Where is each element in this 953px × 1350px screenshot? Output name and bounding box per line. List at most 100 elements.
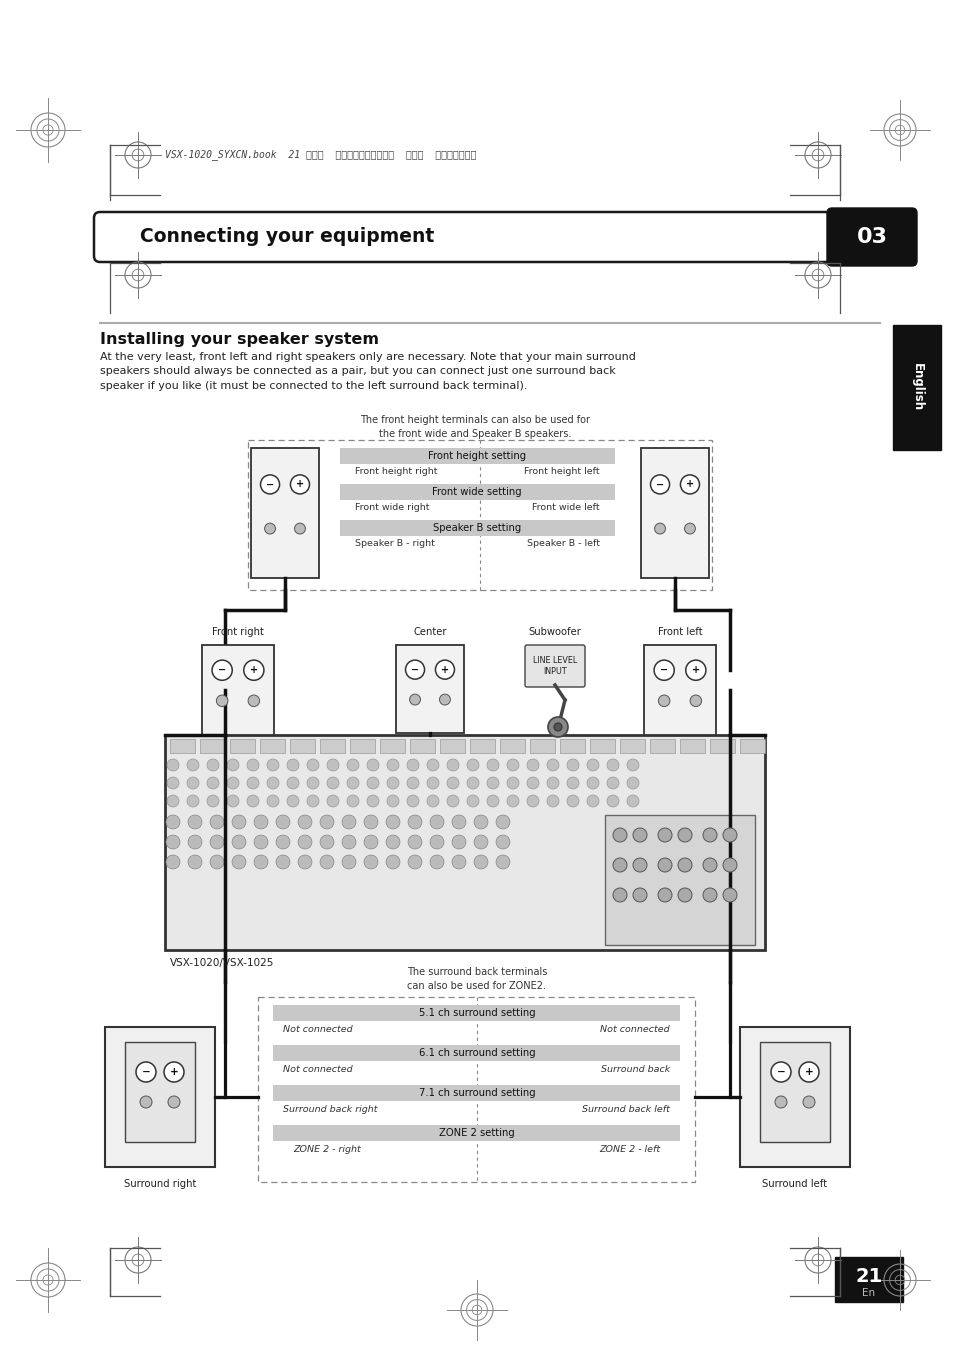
Circle shape bbox=[247, 759, 258, 771]
Circle shape bbox=[364, 815, 377, 829]
Text: English: English bbox=[909, 363, 923, 410]
Circle shape bbox=[658, 888, 671, 902]
Bar bbox=[643, 645, 716, 734]
FancyBboxPatch shape bbox=[94, 212, 830, 262]
Circle shape bbox=[435, 660, 454, 679]
Circle shape bbox=[212, 660, 232, 680]
Circle shape bbox=[702, 859, 717, 872]
Circle shape bbox=[210, 815, 224, 829]
Bar bbox=[339, 448, 615, 464]
Bar bbox=[604, 815, 754, 945]
Circle shape bbox=[452, 836, 465, 849]
Circle shape bbox=[586, 778, 598, 788]
Circle shape bbox=[439, 694, 450, 705]
Circle shape bbox=[650, 475, 669, 494]
Text: 03: 03 bbox=[856, 227, 886, 247]
Circle shape bbox=[722, 888, 737, 902]
Text: VSX-1020_SYXCN.book  21 ページ  ２０１０年３月１２日  金曜日  午前９時１０分: VSX-1020_SYXCN.book 21 ページ ２０１０年３月１２日 金曜… bbox=[165, 150, 476, 161]
Bar bbox=[740, 738, 764, 753]
Circle shape bbox=[187, 778, 199, 788]
Text: Front height setting: Front height setting bbox=[428, 451, 525, 460]
Circle shape bbox=[474, 836, 488, 849]
Bar bbox=[273, 1085, 679, 1102]
Text: −: − bbox=[218, 666, 226, 675]
Circle shape bbox=[506, 795, 518, 807]
Text: +: + bbox=[691, 666, 700, 675]
Circle shape bbox=[496, 855, 510, 869]
Circle shape bbox=[770, 1062, 790, 1081]
Circle shape bbox=[386, 836, 399, 849]
Text: −: − bbox=[776, 1066, 784, 1077]
Circle shape bbox=[387, 795, 398, 807]
Circle shape bbox=[409, 694, 420, 705]
Circle shape bbox=[447, 795, 458, 807]
Circle shape bbox=[654, 660, 674, 680]
Circle shape bbox=[679, 475, 699, 494]
Circle shape bbox=[586, 795, 598, 807]
Circle shape bbox=[297, 815, 312, 829]
Circle shape bbox=[275, 815, 290, 829]
Circle shape bbox=[678, 859, 691, 872]
Circle shape bbox=[626, 759, 639, 771]
Circle shape bbox=[799, 1062, 818, 1081]
Circle shape bbox=[347, 778, 358, 788]
Text: Front left: Front left bbox=[657, 626, 701, 637]
Circle shape bbox=[164, 1062, 184, 1081]
Bar bbox=[125, 1042, 194, 1142]
Bar bbox=[892, 325, 940, 450]
Circle shape bbox=[467, 795, 478, 807]
Circle shape bbox=[247, 795, 258, 807]
Circle shape bbox=[167, 795, 179, 807]
Text: 21: 21 bbox=[855, 1266, 882, 1285]
Circle shape bbox=[232, 855, 246, 869]
Circle shape bbox=[210, 836, 224, 849]
Text: −: − bbox=[659, 666, 667, 675]
Circle shape bbox=[447, 778, 458, 788]
Bar bbox=[589, 738, 615, 753]
Text: Surround back right: Surround back right bbox=[283, 1104, 377, 1114]
Circle shape bbox=[427, 778, 438, 788]
Circle shape bbox=[319, 855, 334, 869]
Circle shape bbox=[526, 795, 538, 807]
Circle shape bbox=[188, 855, 202, 869]
Bar bbox=[257, 998, 695, 1183]
Circle shape bbox=[486, 795, 498, 807]
Circle shape bbox=[407, 795, 418, 807]
Circle shape bbox=[248, 695, 259, 706]
Circle shape bbox=[606, 759, 618, 771]
Circle shape bbox=[341, 855, 355, 869]
Text: Front right: Front right bbox=[212, 626, 264, 637]
Circle shape bbox=[232, 836, 246, 849]
Circle shape bbox=[267, 795, 278, 807]
Circle shape bbox=[684, 524, 695, 535]
Text: Speaker B - right: Speaker B - right bbox=[355, 540, 435, 548]
Bar bbox=[290, 738, 314, 753]
Circle shape bbox=[386, 855, 399, 869]
Circle shape bbox=[341, 815, 355, 829]
Circle shape bbox=[407, 778, 418, 788]
Circle shape bbox=[188, 815, 202, 829]
Circle shape bbox=[626, 795, 639, 807]
Text: Surround back: Surround back bbox=[600, 1065, 669, 1073]
Circle shape bbox=[216, 695, 228, 706]
Circle shape bbox=[407, 759, 418, 771]
Circle shape bbox=[227, 795, 239, 807]
Bar bbox=[200, 738, 225, 753]
Text: Surround right: Surround right bbox=[124, 1179, 196, 1189]
Circle shape bbox=[327, 795, 338, 807]
Circle shape bbox=[408, 855, 421, 869]
Text: −: − bbox=[266, 479, 274, 490]
Circle shape bbox=[506, 759, 518, 771]
Text: +: + bbox=[170, 1066, 178, 1077]
Circle shape bbox=[408, 815, 421, 829]
Bar bbox=[410, 738, 435, 753]
Text: Not connected: Not connected bbox=[283, 1065, 353, 1073]
Circle shape bbox=[364, 836, 377, 849]
Circle shape bbox=[319, 815, 334, 829]
Text: Front wide left: Front wide left bbox=[532, 504, 599, 513]
Circle shape bbox=[287, 759, 298, 771]
Text: Surround back left: Surround back left bbox=[581, 1104, 669, 1114]
Text: En: En bbox=[862, 1288, 875, 1297]
Circle shape bbox=[633, 859, 646, 872]
Text: Not connected: Not connected bbox=[283, 1025, 353, 1034]
